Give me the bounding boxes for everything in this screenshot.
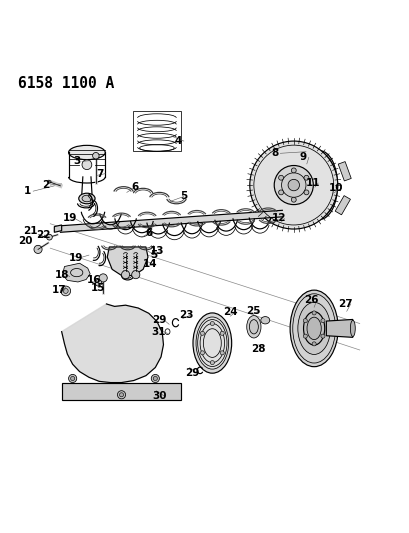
Ellipse shape xyxy=(306,317,321,340)
Circle shape xyxy=(210,321,214,326)
Circle shape xyxy=(82,160,92,169)
Text: 22: 22 xyxy=(36,230,50,240)
Ellipse shape xyxy=(303,312,324,345)
Text: 16: 16 xyxy=(87,274,101,285)
Circle shape xyxy=(278,190,283,195)
Circle shape xyxy=(68,374,76,383)
Circle shape xyxy=(61,286,70,296)
Circle shape xyxy=(34,245,42,254)
Text: 31: 31 xyxy=(151,327,165,337)
Text: 5: 5 xyxy=(150,250,157,260)
Circle shape xyxy=(291,168,295,173)
Polygon shape xyxy=(326,319,352,337)
Text: 19: 19 xyxy=(63,213,77,223)
Polygon shape xyxy=(107,247,148,276)
Bar xyxy=(132,111,181,151)
Circle shape xyxy=(63,288,68,293)
Ellipse shape xyxy=(79,193,95,204)
Circle shape xyxy=(121,271,129,279)
Text: 11: 11 xyxy=(305,178,319,188)
Ellipse shape xyxy=(193,313,231,373)
Text: 25: 25 xyxy=(245,306,260,316)
Text: 1: 1 xyxy=(24,186,31,196)
Circle shape xyxy=(95,279,101,286)
Text: 2: 2 xyxy=(43,180,49,190)
Text: 6: 6 xyxy=(145,228,152,238)
Text: 29: 29 xyxy=(152,315,166,325)
Circle shape xyxy=(274,166,312,205)
Circle shape xyxy=(249,141,337,229)
Ellipse shape xyxy=(196,317,228,369)
Text: 6158 1100 A: 6158 1100 A xyxy=(18,76,114,91)
Circle shape xyxy=(281,173,305,197)
Text: 6: 6 xyxy=(131,182,138,192)
Text: 30: 30 xyxy=(152,391,166,401)
Text: 15: 15 xyxy=(91,282,105,293)
Circle shape xyxy=(220,351,224,355)
Polygon shape xyxy=(61,383,181,400)
Text: 9: 9 xyxy=(299,152,306,163)
Circle shape xyxy=(311,311,315,315)
Circle shape xyxy=(131,271,139,279)
Text: 27: 27 xyxy=(337,299,352,309)
Circle shape xyxy=(320,319,324,322)
Polygon shape xyxy=(61,304,163,383)
Text: 14: 14 xyxy=(142,260,157,270)
Text: 19: 19 xyxy=(68,253,83,263)
Text: 23: 23 xyxy=(179,310,193,320)
Circle shape xyxy=(303,334,307,338)
Ellipse shape xyxy=(302,151,337,219)
Polygon shape xyxy=(54,225,61,232)
Circle shape xyxy=(288,179,299,191)
Circle shape xyxy=(153,376,157,381)
Ellipse shape xyxy=(350,320,355,336)
Ellipse shape xyxy=(246,316,261,338)
Circle shape xyxy=(92,152,99,159)
Circle shape xyxy=(303,175,308,180)
Circle shape xyxy=(311,342,315,346)
Circle shape xyxy=(291,197,295,202)
Text: 4: 4 xyxy=(174,136,182,146)
Text: 8: 8 xyxy=(271,148,278,158)
Text: 18: 18 xyxy=(54,270,69,280)
Ellipse shape xyxy=(297,302,330,354)
Text: 7: 7 xyxy=(97,168,104,179)
Circle shape xyxy=(278,175,283,180)
Ellipse shape xyxy=(249,320,258,334)
Circle shape xyxy=(99,274,107,282)
Circle shape xyxy=(117,391,125,399)
Text: 29: 29 xyxy=(184,368,199,378)
Ellipse shape xyxy=(290,290,337,367)
Circle shape xyxy=(47,235,52,240)
Text: 10: 10 xyxy=(328,183,343,193)
Circle shape xyxy=(210,360,214,365)
Polygon shape xyxy=(62,263,90,282)
Text: 24: 24 xyxy=(222,307,237,317)
Text: 28: 28 xyxy=(251,344,265,354)
Circle shape xyxy=(200,331,204,335)
Circle shape xyxy=(320,334,324,338)
Circle shape xyxy=(200,351,204,355)
Ellipse shape xyxy=(260,317,269,324)
Circle shape xyxy=(303,319,307,322)
Polygon shape xyxy=(334,196,350,215)
Text: 5: 5 xyxy=(180,191,187,201)
Polygon shape xyxy=(60,211,282,232)
Text: 3: 3 xyxy=(73,157,80,166)
Text: 17: 17 xyxy=(52,285,66,295)
Text: 26: 26 xyxy=(304,295,318,305)
Circle shape xyxy=(119,393,123,397)
Ellipse shape xyxy=(82,195,92,202)
Text: 12: 12 xyxy=(271,213,285,223)
Text: 20: 20 xyxy=(18,236,32,246)
Circle shape xyxy=(70,376,74,381)
Circle shape xyxy=(151,374,159,383)
Text: 13: 13 xyxy=(149,246,164,256)
Circle shape xyxy=(303,190,308,195)
Text: 21: 21 xyxy=(23,225,38,236)
Polygon shape xyxy=(337,161,351,181)
Circle shape xyxy=(220,331,224,335)
Ellipse shape xyxy=(68,146,105,159)
